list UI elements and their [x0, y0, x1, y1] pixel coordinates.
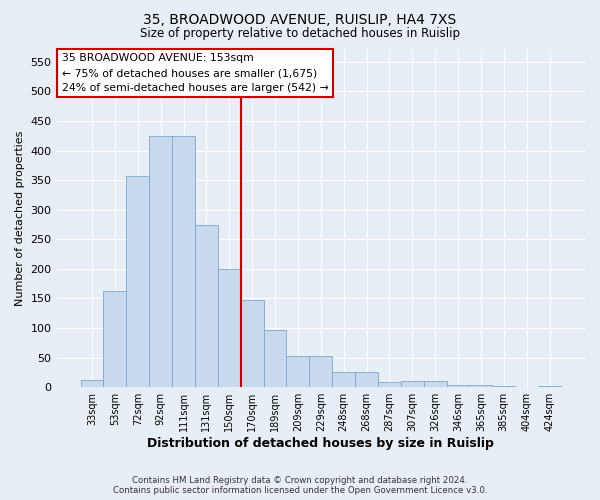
Text: 35 BROADWOOD AVENUE: 153sqm
← 75% of detached houses are smaller (1,675)
24% of : 35 BROADWOOD AVENUE: 153sqm ← 75% of det…: [62, 54, 329, 93]
Bar: [515, 386, 538, 387]
Bar: [332, 372, 355, 387]
X-axis label: Distribution of detached houses by size in Ruislip: Distribution of detached houses by size …: [148, 437, 494, 450]
Bar: [263, 330, 286, 387]
Bar: [218, 269, 241, 387]
Text: Size of property relative to detached houses in Ruislip: Size of property relative to detached ho…: [140, 28, 460, 40]
Bar: [378, 382, 401, 387]
Bar: [286, 356, 310, 387]
Bar: [424, 380, 446, 387]
Bar: [469, 386, 493, 387]
Bar: [538, 386, 561, 387]
Bar: [172, 136, 195, 387]
Bar: [241, 300, 263, 387]
Bar: [127, 176, 149, 387]
Text: 35, BROADWOOD AVENUE, RUISLIP, HA4 7XS: 35, BROADWOOD AVENUE, RUISLIP, HA4 7XS: [143, 12, 457, 26]
Bar: [401, 380, 424, 387]
Bar: [195, 224, 218, 387]
Bar: [310, 356, 332, 387]
Bar: [493, 386, 515, 387]
Bar: [80, 380, 103, 387]
Y-axis label: Number of detached properties: Number of detached properties: [15, 131, 25, 306]
Bar: [355, 372, 378, 387]
Text: Contains HM Land Registry data © Crown copyright and database right 2024.
Contai: Contains HM Land Registry data © Crown c…: [113, 476, 487, 495]
Bar: [446, 385, 469, 387]
Bar: [103, 291, 127, 387]
Bar: [149, 136, 172, 387]
